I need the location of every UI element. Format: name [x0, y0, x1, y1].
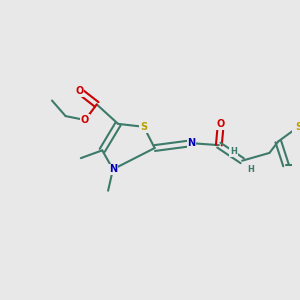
Text: H: H [230, 147, 237, 156]
Text: H: H [248, 165, 254, 174]
Text: O: O [217, 119, 225, 129]
Text: N: N [188, 138, 196, 148]
Text: O: O [75, 86, 83, 96]
Text: N: N [109, 164, 117, 174]
Text: O: O [81, 115, 89, 125]
Text: S: S [140, 122, 147, 132]
Text: S: S [295, 122, 300, 132]
